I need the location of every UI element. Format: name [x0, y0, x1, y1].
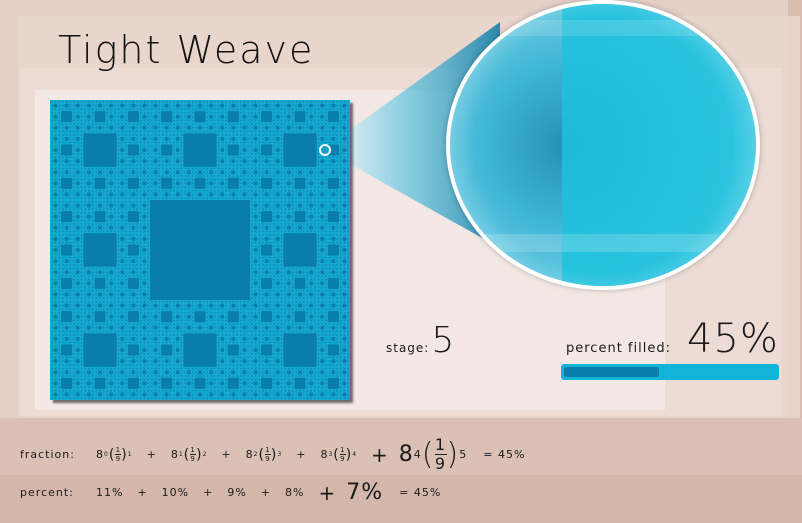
plus-sign: + [137, 486, 148, 499]
plus-sign: + [260, 486, 272, 499]
plus-sign: + [221, 448, 232, 461]
magnifier-lens [446, 0, 760, 290]
fraction-term: 8 0(1 9) 1 [96, 446, 133, 463]
percent-filled-label: percent filled: [566, 341, 671, 356]
plus-sign: + [146, 448, 157, 461]
fraction-label: fraction: [20, 448, 75, 461]
fraction-term: 8 1(1 9) 2 [170, 446, 208, 463]
plus-sign: + [371, 442, 389, 467]
percent-term: 7% [346, 480, 384, 505]
fraction-term: 8 3(1 9) 4 [320, 446, 358, 463]
percent-term: 9% [227, 486, 247, 499]
percent-label: percent: [20, 486, 74, 499]
stage-readout: stage: 5 [386, 320, 454, 361]
percent-progress-fill [564, 367, 660, 377]
formula-panel [0, 475, 802, 523]
percent-term: 11% [96, 486, 124, 499]
fraction-term: 8 4(1 9) 5 [398, 435, 468, 473]
fraction-total: = 45% [483, 448, 526, 461]
plus-sign: + [318, 480, 337, 505]
magnifier-pin[interactable] [319, 144, 331, 156]
percent-progress-bar [561, 364, 779, 380]
fraction-row: fraction: 8 0(1 9) 1 +8 1(1 9) 2 +8 2(1 9) 3 +8 3(1 9)… [20, 436, 525, 473]
stage-value: 5 [431, 320, 455, 361]
percent-row: percent: 11% +10% +9% +8% +7% = 45% [20, 480, 441, 505]
sierpinski-carpet [50, 100, 350, 400]
plus-sign: + [296, 448, 307, 461]
percent-filled-readout: percent filled: 45% [566, 316, 779, 362]
percent-filled-value: 45% [686, 316, 779, 362]
fraction-term: 8 2(1 9) 3 [245, 446, 283, 463]
percent-term: 10% [161, 486, 190, 499]
percent-total: = 45% [399, 486, 442, 499]
page-title: Tight Weave [58, 28, 315, 72]
plus-sign: + [203, 486, 214, 499]
percent-term: 8% [285, 486, 305, 499]
lens-rim [450, 4, 756, 286]
stage-label: stage: [386, 341, 430, 355]
